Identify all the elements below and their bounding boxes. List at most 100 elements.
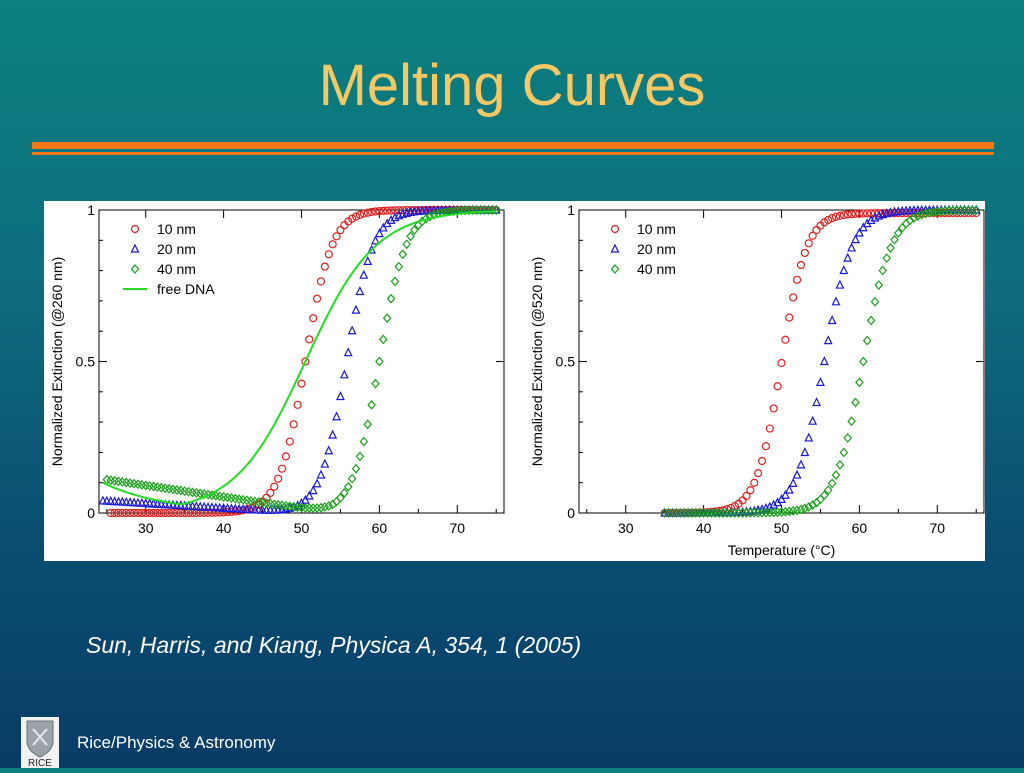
point-0-0-50.5	[301, 357, 310, 366]
point-1-2-68	[917, 209, 926, 220]
y-tick-label-1-1: 0.5	[556, 354, 576, 370]
point-0-2-60.5	[378, 334, 388, 345]
point-1-0-45.5	[742, 491, 751, 501]
point-0-0-40	[219, 508, 228, 517]
point-1-2-69.5	[929, 207, 938, 217]
point-1-2-73	[956, 205, 965, 216]
point-1-0-57	[831, 212, 841, 221]
point-1-0-46.5	[750, 478, 759, 487]
x-tick-label-0-4: 70	[449, 520, 465, 536]
point-0-2-52	[312, 503, 322, 513]
point-0-0-60.5	[379, 206, 388, 215]
legend-mark-0-0	[130, 224, 140, 234]
point-0-0-54.5	[332, 232, 341, 241]
point-1-2-46	[746, 507, 755, 518]
point-0-2-71	[460, 205, 470, 216]
point-0-2-72	[468, 205, 478, 216]
point-0-1-55	[335, 391, 345, 401]
point-0-1-60.5	[378, 222, 388, 232]
point-0-0-38	[203, 508, 213, 517]
point-0-0-57.5	[355, 210, 365, 219]
point-0-0-52.5	[316, 277, 326, 286]
point-1-1-53.5	[804, 432, 814, 442]
point-0-0-45.5	[262, 493, 271, 502]
point-0-0-29.5	[137, 508, 146, 518]
point-1-0-59	[847, 210, 856, 219]
point-0-0-48	[281, 452, 291, 461]
legend-label-0-3: free DNA	[157, 281, 215, 297]
point-1-0-47.5	[757, 456, 767, 466]
footer-text: Rice/Physics & Astronomy	[77, 733, 276, 752]
point-1-2-71.5	[944, 205, 954, 216]
point-0-1-59	[367, 244, 377, 254]
point-1-0-53	[800, 248, 809, 258]
point-1-1-58.5	[843, 252, 853, 262]
legend-label-1-2: 40 nm	[637, 261, 676, 277]
point-0-1-56	[343, 347, 353, 357]
point-0-1-51	[304, 490, 314, 500]
point-1-0-47	[754, 469, 763, 478]
point-0-0-58	[359, 209, 368, 218]
point-1-0-54.5	[812, 225, 821, 235]
title-rule-thin	[32, 152, 994, 155]
point-1-0-52	[792, 275, 802, 284]
point-1-2-48	[761, 507, 771, 518]
point-1-2-48.5	[765, 507, 775, 518]
legend-mark-1-1	[610, 243, 620, 253]
legend-label-1-1: 20 nm	[637, 241, 676, 257]
point-1-2-51.5	[788, 506, 798, 516]
point-1-2-50	[777, 507, 786, 518]
point-1-1-60	[854, 227, 864, 237]
point-0-2-64	[406, 231, 415, 242]
point-1-2-74	[964, 205, 973, 216]
point-0-1-56.5	[347, 325, 357, 335]
point-1-2-59	[847, 416, 856, 427]
point-0-2-72.5	[472, 205, 482, 216]
x-tick-label-1-3: 60	[852, 520, 868, 536]
point-0-2-53.5	[324, 501, 334, 511]
point-0-0-55	[336, 225, 345, 235]
point-0-0-30	[141, 508, 150, 518]
point-1-2-70.5	[936, 206, 946, 217]
point-1-1-55	[815, 377, 825, 387]
point-1-2-71	[940, 205, 950, 216]
point-1-1-59.5	[851, 234, 860, 244]
citation: Sun, Harris, and Kiang, Physica A, 354, …	[86, 632, 582, 658]
point-0-0-48.5	[285, 437, 294, 446]
point-1-2-58	[839, 447, 849, 458]
point-1-1-58	[839, 265, 849, 275]
point-1-2-62	[870, 296, 880, 307]
point-0-0-53	[320, 262, 329, 271]
legend-mark-0-1	[130, 243, 140, 253]
point-0-2-55.5	[340, 488, 349, 498]
point-1-2-58.5	[843, 433, 852, 443]
point-0-2-59.5	[371, 378, 380, 389]
point-1-0-65	[894, 208, 903, 218]
point-1-2-74.5	[968, 205, 977, 216]
x-tick-label-1-4: 70	[929, 520, 945, 536]
point-0-0-59.5	[371, 207, 380, 216]
point-1-0-52.5	[796, 260, 806, 270]
point-1-0-43.5	[726, 503, 735, 513]
point-0-0-39	[211, 508, 220, 517]
point-1-2-63	[878, 265, 888, 276]
point-1-2-52.5	[796, 504, 806, 515]
point-0-1-53.5	[324, 445, 334, 455]
point-1-2-75	[971, 205, 981, 216]
y-axis-label-1: Normalized Extinction (@520 nm)	[529, 257, 545, 467]
point-1-2-56.5	[827, 478, 837, 489]
point-1-2-46.5	[749, 507, 759, 518]
point-1-2-67	[909, 213, 919, 223]
point-1-2-68.5	[921, 208, 930, 219]
figure-panel: 30 40 50 60 70 0 0.5 1 Normalized Extinction (@2…	[44, 201, 985, 561]
legend-mark-1-2	[610, 264, 620, 274]
point-1-1-54	[808, 415, 818, 425]
point-0-0-52	[312, 294, 322, 303]
point-0-0-49.5	[293, 400, 302, 409]
point-1-0-53.5	[804, 239, 813, 248]
point-0-0-47	[274, 474, 283, 483]
point-1-1-57	[831, 296, 841, 306]
point-0-1-58	[359, 269, 369, 279]
point-0-1-50.5	[300, 494, 310, 504]
point-1-2-60.5	[858, 356, 868, 367]
